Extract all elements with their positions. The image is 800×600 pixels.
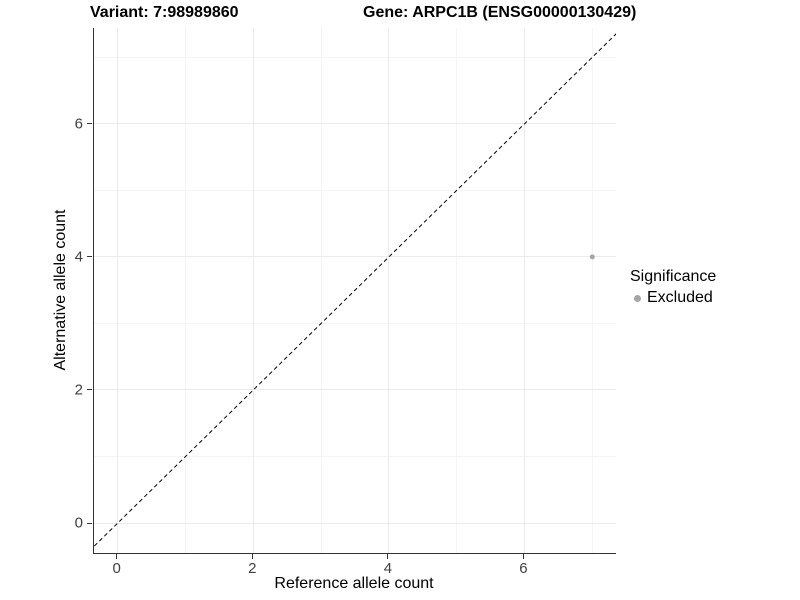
x-minor-gridline [320, 28, 322, 553]
y-tick-label: 0 [74, 514, 83, 532]
y-major-gridline [94, 123, 616, 125]
x-major-gridline [117, 28, 119, 553]
x-tick-label: 4 [383, 560, 393, 577]
x-tick-label: 2 [248, 560, 257, 577]
x-minor-gridline [591, 28, 593, 553]
y-minor-gridline [94, 322, 616, 324]
y-minor-gridline [94, 56, 616, 58]
y-axis-title: Alternative allele count [52, 209, 69, 371]
x-major-gridline [252, 28, 254, 553]
data-point [589, 254, 595, 260]
x-tick-mark [116, 554, 118, 559]
y-tick-mark [87, 522, 92, 524]
x-axis-title: Reference allele count [274, 575, 434, 592]
identity-dashed-line [94, 33, 616, 548]
legend-item-label: Excluded [647, 289, 713, 306]
x-tick-label: 0 [112, 560, 121, 577]
plot-layer [94, 33, 616, 548]
y-minor-gridline [94, 456, 616, 458]
y-tick-label: 6 [74, 115, 83, 133]
y-major-gridline [94, 389, 616, 391]
plot-title-gene: Gene: ARPC1B (ENSG00000130429) [363, 4, 637, 21]
y-tick-label: 4 [74, 248, 83, 266]
y-major-gridline [94, 522, 616, 524]
legend-point-icon [634, 294, 641, 302]
x-major-gridline [388, 28, 390, 553]
plot-title-variant: Variant: 7:98989860 [90, 4, 239, 21]
legend: Significance Excluded [630, 268, 716, 307]
legend-items: Excluded [630, 289, 716, 307]
legend-title: Significance [630, 268, 717, 285]
plot-panel [93, 28, 616, 554]
y-tick-mark [87, 123, 92, 125]
x-major-gridline [523, 28, 525, 553]
y-tick-mark [87, 389, 92, 391]
x-tick-mark [522, 554, 524, 559]
x-tick-label: 6 [519, 560, 528, 577]
y-tick-mark [87, 256, 92, 258]
x-minor-gridline [456, 28, 458, 553]
legend-item: Excluded [630, 289, 716, 307]
y-major-gridline [94, 256, 616, 258]
x-minor-gridline [185, 28, 187, 553]
y-tick-label: 2 [74, 381, 83, 399]
y-minor-gridline [94, 189, 616, 191]
x-tick-mark [251, 554, 253, 559]
x-tick-mark [387, 554, 389, 559]
